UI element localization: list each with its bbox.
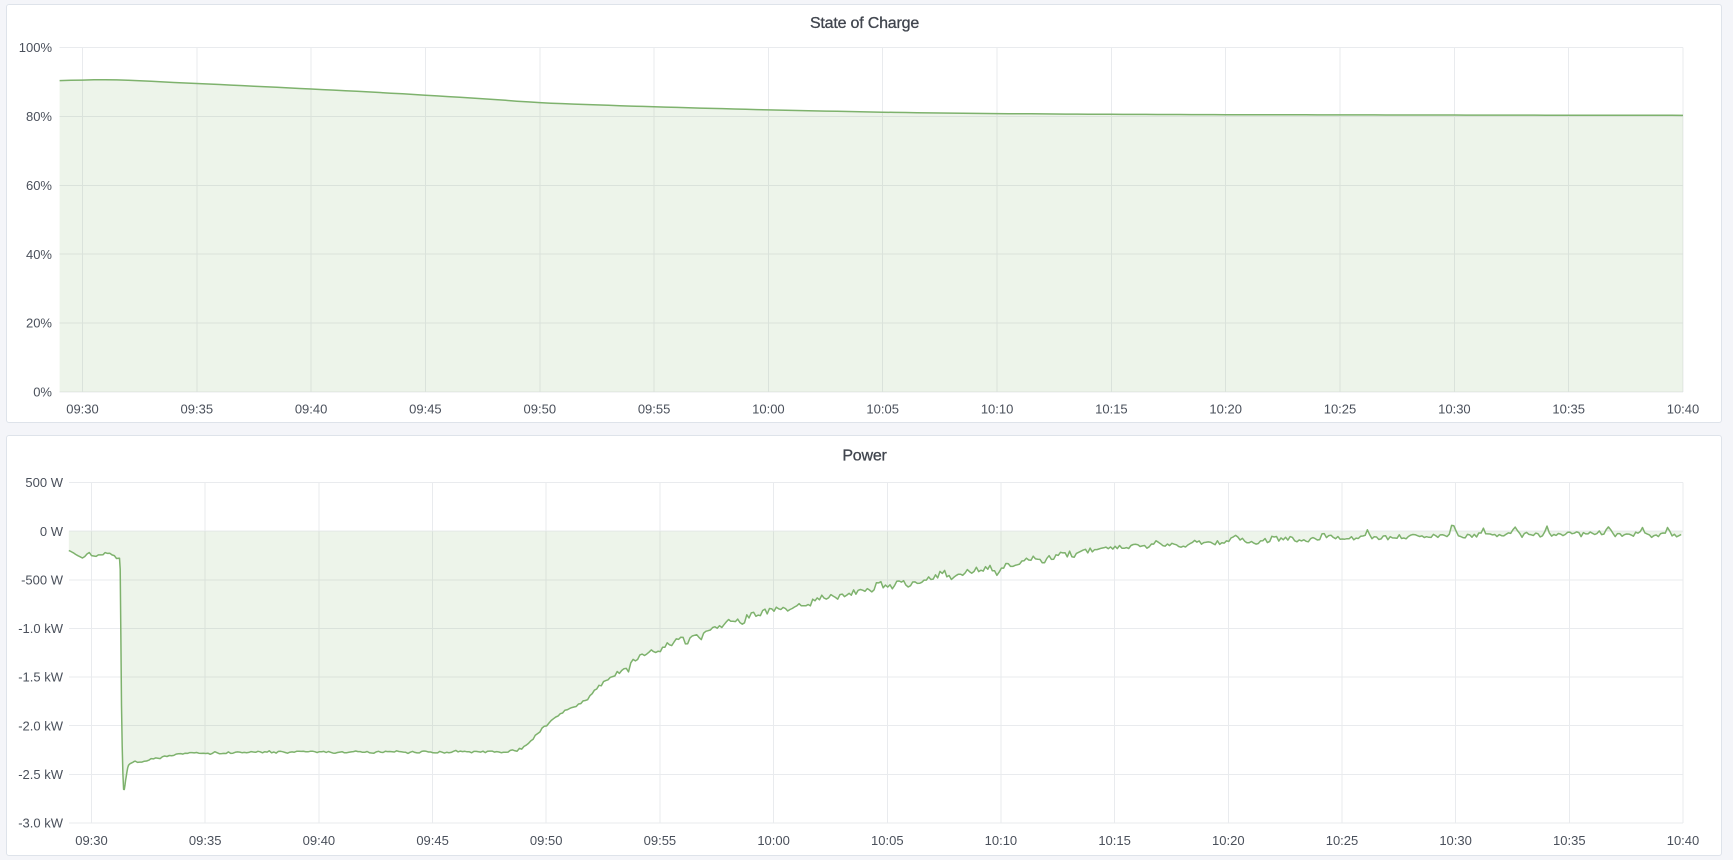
svg-text:09:45: 09:45: [416, 833, 449, 848]
svg-text:-2.0 kW: -2.0 kW: [18, 718, 64, 733]
svg-text:10:20: 10:20: [1209, 402, 1242, 417]
svg-text:09:35: 09:35: [189, 833, 222, 848]
svg-text:09:45: 09:45: [409, 402, 442, 417]
svg-text:500 W: 500 W: [25, 475, 63, 490]
svg-text:40%: 40%: [26, 247, 52, 262]
svg-text:10:35: 10:35: [1553, 833, 1586, 848]
svg-text:10:40: 10:40: [1667, 402, 1700, 417]
svg-text:10:15: 10:15: [1095, 402, 1128, 417]
svg-text:10:10: 10:10: [985, 833, 1018, 848]
svg-text:60%: 60%: [26, 178, 52, 193]
svg-text:09:40: 09:40: [303, 833, 336, 848]
svg-text:0 W: 0 W: [40, 524, 64, 539]
svg-text:10:25: 10:25: [1324, 402, 1357, 417]
svg-text:10:30: 10:30: [1439, 833, 1472, 848]
svg-text:10:00: 10:00: [752, 402, 785, 417]
svg-text:Power: Power: [842, 447, 887, 464]
svg-text:-500 W: -500 W: [21, 572, 64, 587]
svg-text:20%: 20%: [26, 316, 52, 331]
svg-text:-3.0 kW: -3.0 kW: [18, 816, 64, 831]
svg-text:10:05: 10:05: [866, 402, 899, 417]
svg-text:10:25: 10:25: [1326, 833, 1359, 848]
svg-text:80%: 80%: [26, 109, 52, 124]
svg-text:0%: 0%: [33, 385, 52, 400]
svg-text:10:00: 10:00: [757, 833, 790, 848]
svg-text:10:30: 10:30: [1438, 402, 1471, 417]
svg-text:10:20: 10:20: [1212, 833, 1245, 848]
svg-text:10:05: 10:05: [871, 833, 904, 848]
svg-text:09:35: 09:35: [181, 402, 214, 417]
svg-text:09:30: 09:30: [66, 402, 99, 417]
svg-text:-1.5 kW: -1.5 kW: [18, 670, 64, 685]
svg-text:10:40: 10:40: [1667, 833, 1700, 848]
svg-text:09:55: 09:55: [638, 402, 671, 417]
svg-text:09:30: 09:30: [75, 833, 108, 848]
svg-text:-1.0 kW: -1.0 kW: [18, 621, 64, 636]
svg-text:09:40: 09:40: [295, 402, 328, 417]
svg-text:09:50: 09:50: [530, 833, 563, 848]
svg-text:State of Charge: State of Charge: [810, 15, 919, 32]
svg-text:09:55: 09:55: [644, 833, 677, 848]
svg-text:10:10: 10:10: [981, 402, 1014, 417]
svg-text:10:35: 10:35: [1552, 402, 1585, 417]
svg-text:10:15: 10:15: [1098, 833, 1131, 848]
svg-text:100%: 100%: [19, 40, 53, 55]
svg-text:-2.5 kW: -2.5 kW: [18, 767, 64, 782]
svg-text:09:50: 09:50: [524, 402, 557, 417]
